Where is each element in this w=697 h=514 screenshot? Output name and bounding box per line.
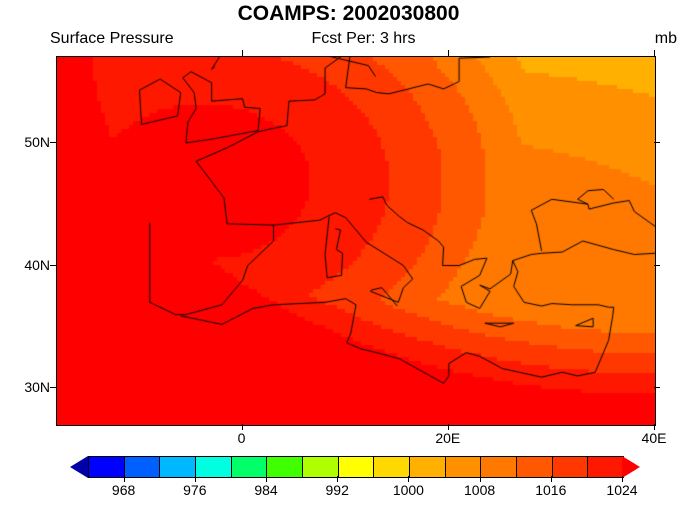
map-canvas bbox=[57, 57, 655, 425]
colorbar-label-1: 976 bbox=[183, 482, 206, 498]
colorbar-label-2: 984 bbox=[254, 482, 277, 498]
colorbar-label-0: 968 bbox=[112, 482, 135, 498]
colorbar-label-6: 1016 bbox=[535, 482, 566, 498]
ytick-2: 50N bbox=[10, 134, 50, 150]
xtick-1: 20E bbox=[435, 430, 460, 446]
chart-title: COAMPS: 2002030800 bbox=[0, 2, 697, 26]
xtick-2: 40E bbox=[642, 430, 667, 446]
colorbar-label-5: 1008 bbox=[464, 482, 495, 498]
colorbar-label-3: 992 bbox=[326, 482, 349, 498]
map-plot bbox=[56, 56, 656, 426]
colorbar-label-7: 1024 bbox=[606, 482, 637, 498]
ytick-1: 40N bbox=[10, 257, 50, 273]
ytick-0: 30N bbox=[10, 379, 50, 395]
xtick-0: 0 bbox=[238, 430, 246, 446]
colorbar-min-arrow bbox=[70, 456, 88, 478]
colorbar-label-4: 1000 bbox=[393, 482, 424, 498]
colorbar-max-arrow bbox=[622, 456, 640, 478]
subtitle-center: Fcst Per: 3 hrs bbox=[50, 30, 677, 48]
subtitle-right: mb bbox=[655, 30, 677, 48]
colorbar bbox=[88, 456, 624, 478]
